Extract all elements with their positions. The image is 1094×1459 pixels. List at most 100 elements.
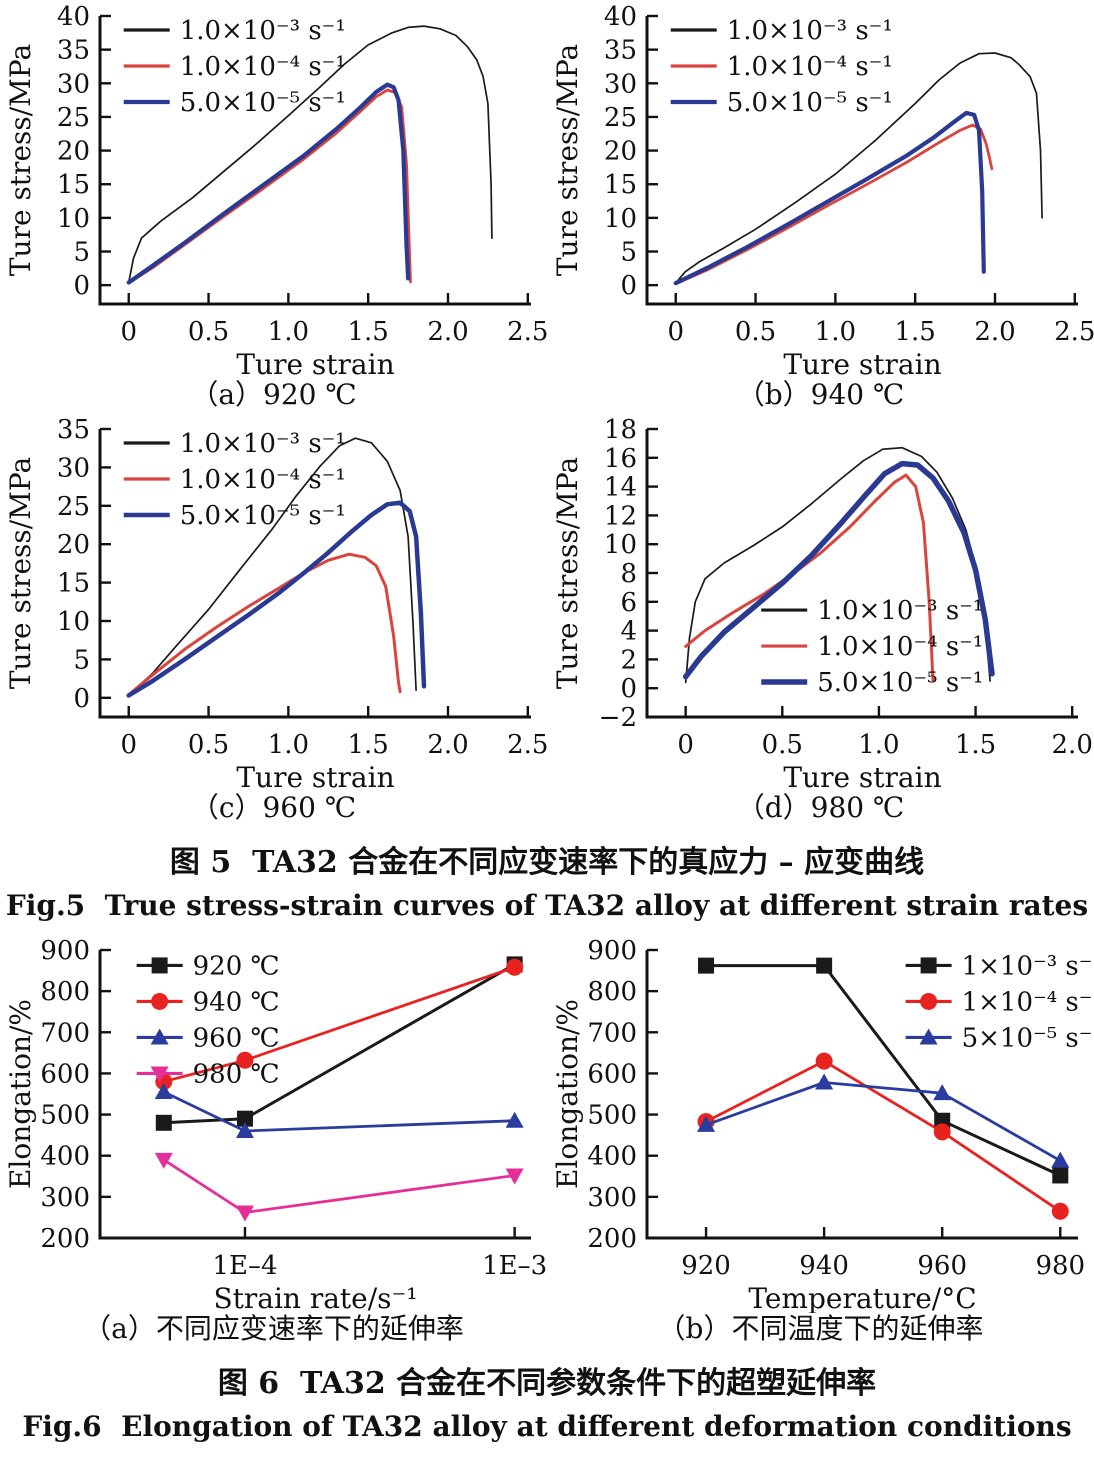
svg-text:800: 800 xyxy=(587,977,637,1007)
svg-text:1×10⁻⁴ s⁻¹: 1×10⁻⁴ s⁻¹ xyxy=(962,987,1094,1017)
elongation-vs-temperature-chart: 200 300 400 500 600 700 800 900 920 940 960 980 Temp… xyxy=(551,938,1094,1313)
svg-text:10: 10 xyxy=(604,204,637,234)
svg-text:900: 900 xyxy=(40,938,90,966)
stress-strain-chart-960c: 0 5 10 15 20 25 30 35 0 0.5 1.0 1.5 2.0 2.5 Ture strai… xyxy=(4,417,547,792)
svg-text:4: 4 xyxy=(620,617,637,647)
fig5-caption: 图 5 TA32 合金在不同应变速率下的真应力 – 应变曲线 Fig.5 Tru… xyxy=(0,844,1094,924)
svg-text:960 ℃: 960 ℃ xyxy=(193,1023,280,1053)
svg-text:0.5: 0.5 xyxy=(188,317,229,347)
svg-text:5.0×10⁻⁵ s⁻¹: 5.0×10⁻⁵ s⁻¹ xyxy=(727,88,893,118)
svg-text:500: 500 xyxy=(587,1101,637,1131)
svg-text:2.0: 2.0 xyxy=(427,317,468,347)
svg-text:0: 0 xyxy=(677,730,694,760)
svg-text:1.5: 1.5 xyxy=(894,317,935,347)
svg-text:Elongation/%: Elongation/% xyxy=(4,999,37,1189)
fig6-panel-caption-b: （b）不同温度下的延伸率 xyxy=(657,1312,984,1345)
svg-text:0.5: 0.5 xyxy=(735,317,776,347)
svg-text:960: 960 xyxy=(917,1251,967,1281)
svg-text:16: 16 xyxy=(604,444,637,474)
panel-caption-c: （c）960 ℃ xyxy=(190,791,357,824)
svg-text:200: 200 xyxy=(587,1224,637,1254)
svg-text:Ture stress/MPa: Ture stress/MPa xyxy=(4,457,37,689)
svg-text:8: 8 xyxy=(620,559,637,589)
svg-text:300: 300 xyxy=(587,1183,637,1213)
svg-text:2.5: 2.5 xyxy=(507,730,547,760)
svg-text:940 ℃: 940 ℃ xyxy=(193,987,280,1017)
svg-text:30: 30 xyxy=(57,453,90,483)
svg-text:40: 40 xyxy=(604,4,637,32)
svg-text:500: 500 xyxy=(40,1101,90,1131)
svg-text:2.5: 2.5 xyxy=(507,317,547,347)
svg-text:1E–4: 1E–4 xyxy=(212,1251,277,1281)
svg-text:1.0×10⁻³ s⁻¹: 1.0×10⁻³ s⁻¹ xyxy=(180,429,346,459)
svg-text:25: 25 xyxy=(57,103,90,133)
svg-text:Ture strain: Ture strain xyxy=(236,761,394,792)
svg-text:15: 15 xyxy=(604,170,637,200)
svg-text:2.0: 2.0 xyxy=(1052,730,1093,760)
svg-text:Elongation/%: Elongation/% xyxy=(551,999,584,1189)
svg-text:Ture strain: Ture strain xyxy=(783,348,941,379)
svg-text:1×10⁻³ s⁻¹: 1×10⁻³ s⁻¹ xyxy=(962,951,1094,981)
panel-caption-b: （b）940 ℃ xyxy=(736,378,905,411)
fig5-panel-d: −2 0 2 4 6 8 10 12 14 16 18 0 0.5 1.0 1.5 2.0 Ture strai… xyxy=(547,417,1094,824)
svg-text:1.0×10⁻³ s⁻¹: 1.0×10⁻³ s⁻¹ xyxy=(817,596,983,626)
svg-text:25: 25 xyxy=(604,103,637,133)
svg-text:5.0×10⁻⁵ s⁻¹: 5.0×10⁻⁵ s⁻¹ xyxy=(180,501,346,531)
svg-text:400: 400 xyxy=(587,1142,637,1172)
svg-text:12: 12 xyxy=(604,501,637,531)
svg-text:1.0×10⁻⁴ s⁻¹: 1.0×10⁻⁴ s⁻¹ xyxy=(180,465,346,495)
fig6-panel-a: 200 300 400 500 600 700 800 900 1E–4 1E–3 Strain r… xyxy=(0,938,547,1345)
svg-text:15: 15 xyxy=(57,569,90,599)
svg-text:0: 0 xyxy=(120,730,137,760)
svg-text:980 ℃: 980 ℃ xyxy=(193,1059,280,1089)
svg-text:1.0×10⁻⁴ s⁻¹: 1.0×10⁻⁴ s⁻¹ xyxy=(817,632,983,662)
svg-text:25: 25 xyxy=(57,492,90,522)
svg-text:−2: −2 xyxy=(599,703,637,733)
fig6-caption: 图 6 TA32 合金在不同参数条件下的超塑延伸率 Fig.6 Elongati… xyxy=(0,1365,1094,1445)
svg-text:18: 18 xyxy=(604,417,637,445)
svg-text:Ture stress/MPa: Ture stress/MPa xyxy=(4,44,37,276)
svg-text:20: 20 xyxy=(57,137,90,167)
svg-text:10: 10 xyxy=(604,530,637,560)
svg-text:1.0: 1.0 xyxy=(858,730,899,760)
svg-text:Ture stress/MPa: Ture stress/MPa xyxy=(551,44,584,276)
svg-text:940: 940 xyxy=(799,1251,849,1281)
svg-text:1.0: 1.0 xyxy=(268,317,309,347)
svg-text:0: 0 xyxy=(620,271,637,301)
fig5-row-2: 0 5 10 15 20 25 30 35 0 0.5 1.0 1.5 2.0 2.5 Ture strai… xyxy=(0,417,1094,824)
svg-text:Temperature/°C: Temperature/°C xyxy=(748,1282,976,1313)
fig5-caption-en: Fig.5 True stress-strain curves of TA32 … xyxy=(5,889,1089,922)
svg-text:5: 5 xyxy=(73,645,90,675)
svg-text:0: 0 xyxy=(73,684,90,714)
svg-text:20: 20 xyxy=(604,137,637,167)
svg-text:0.5: 0.5 xyxy=(762,730,803,760)
svg-text:14: 14 xyxy=(604,473,637,503)
svg-text:30: 30 xyxy=(57,69,90,99)
svg-text:5: 5 xyxy=(620,238,637,268)
svg-text:700: 700 xyxy=(587,1018,637,1048)
svg-text:2.5: 2.5 xyxy=(1054,317,1094,347)
svg-text:35: 35 xyxy=(57,417,90,445)
svg-text:0: 0 xyxy=(620,674,637,704)
svg-text:35: 35 xyxy=(604,36,637,66)
svg-text:1.0×10⁻⁴ s⁻¹: 1.0×10⁻⁴ s⁻¹ xyxy=(727,52,893,82)
panel-caption-a: （a）920 ℃ xyxy=(190,378,357,411)
svg-text:1.5: 1.5 xyxy=(955,730,996,760)
svg-text:10: 10 xyxy=(57,204,90,234)
fig6-row: 200 300 400 500 600 700 800 900 1E–4 1E–3 Strain r… xyxy=(0,938,1094,1345)
svg-text:920: 920 xyxy=(681,1251,731,1281)
svg-text:0: 0 xyxy=(667,317,684,347)
fig5-panel-b: 0 5 10 15 20 25 30 35 40 0 0.5 1.0 1.5 2.0 2.5 Ture str… xyxy=(547,4,1094,411)
svg-text:10: 10 xyxy=(57,607,90,637)
svg-text:980: 980 xyxy=(1035,1251,1085,1281)
svg-text:5×10⁻⁵ s⁻¹: 5×10⁻⁵ s⁻¹ xyxy=(962,1023,1094,1053)
elongation-vs-strain-rate-chart: 200 300 400 500 600 700 800 900 1E–4 1E–3 Strain r… xyxy=(4,938,547,1313)
fig5-row-1: 0 5 10 15 20 25 30 35 40 0 0.5 1.0 1.5 2.0 2.5 Ture str… xyxy=(0,4,1094,411)
svg-text:1.0×10⁻³ s⁻¹: 1.0×10⁻³ s⁻¹ xyxy=(727,16,893,46)
fig6-caption-en: Fig.6 Elongation of TA32 alloy at differ… xyxy=(22,1410,1072,1443)
svg-text:Ture strain: Ture strain xyxy=(783,761,941,792)
